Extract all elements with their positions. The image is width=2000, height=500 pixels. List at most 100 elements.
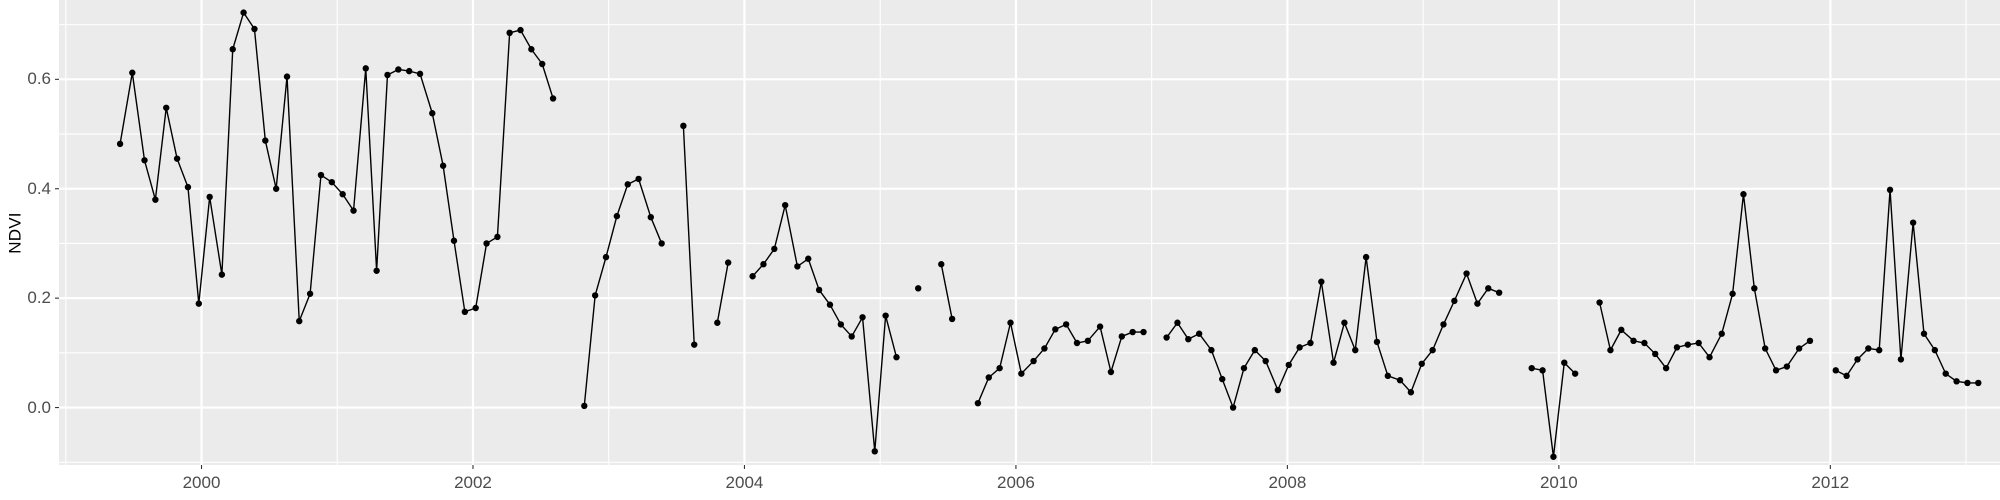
data-point [450,237,458,244]
data-point [1163,334,1170,341]
data-point [1783,363,1791,370]
data-point [262,137,269,144]
data-point [1652,350,1659,358]
data-point [439,162,447,169]
series-segment [749,201,900,455]
data-point [1673,344,1681,351]
data-point [1373,338,1381,346]
data-point [724,259,732,266]
data-point [1307,339,1314,347]
data-point [1740,191,1747,198]
data-point [229,46,236,53]
data-point [760,261,767,268]
data-point [1129,328,1136,336]
series-segment [1832,186,1982,387]
data-point [1285,361,1292,369]
series-line [716,261,729,324]
series-segment [116,9,557,325]
data-point [1618,326,1625,334]
data-point [871,448,878,455]
data-point [416,70,424,78]
data-point [116,140,124,148]
data-point [948,315,956,323]
x-axis-tick-label: 2008 [1268,473,1307,492]
gridlines [59,0,2000,465]
data-point [1975,379,1982,387]
data-point [1030,357,1037,365]
data-point [1550,453,1557,460]
data-point [602,253,610,261]
data-point [1718,330,1725,337]
series-segment [915,285,922,292]
data-point [1418,360,1425,367]
data-point [362,65,369,72]
data-point [195,300,203,307]
data-point [1084,337,1092,345]
data-point [384,71,391,79]
data-point [771,245,778,253]
x-axis-tick-label: 2002 [454,473,492,492]
data-point [1630,337,1637,345]
y-axis-tick-label: 0.0 [27,397,51,417]
data-point [938,261,945,268]
series-segment [581,175,665,410]
data-point [240,9,247,16]
data-point [1684,341,1692,348]
data-point [1876,346,1883,354]
data-point [472,304,479,312]
data-point [1695,339,1702,347]
data-point [1041,345,1048,352]
data-point [1318,278,1325,285]
data-point [1942,370,1949,377]
data-point [1007,319,1014,326]
data-point [1251,346,1259,354]
data-point [206,193,213,201]
data-point [915,285,922,292]
data-point [1330,359,1337,366]
data-point [483,240,490,247]
data-point [1440,321,1447,328]
data-point [826,301,834,308]
data-point [859,314,866,321]
data-point [328,178,336,186]
data-point [494,233,501,241]
data-point [296,317,303,325]
data-point [141,157,148,164]
data-point [1140,328,1147,336]
data-point [395,66,402,73]
data-point [1407,389,1415,396]
data-point [647,213,654,221]
data-point [317,171,325,179]
data-point [1174,319,1181,326]
data-point [691,341,698,348]
data-point [805,255,812,262]
data-point [1296,344,1303,351]
data-point [624,181,631,188]
plot-panel-background [59,0,2000,465]
data-point [272,185,280,192]
data-point [1886,186,1894,194]
data-point [635,175,642,183]
data-point [251,25,258,33]
data-point [1463,270,1470,277]
data-point [1208,346,1215,354]
data-point [173,155,181,162]
series-line [583,178,663,407]
data-point [1195,330,1203,337]
data-point [1964,379,1971,387]
axis-ticks [55,78,1831,469]
data-point [461,308,469,316]
data-point [528,46,535,53]
data-point [613,212,621,220]
series-segment [714,259,732,326]
x-axis-tick-label: 2000 [182,473,221,492]
data-point [1396,377,1404,384]
x-axis-tick-label: 2006 [997,473,1035,492]
data-point [1571,370,1579,377]
data-point [1495,289,1503,296]
y-axis-tick-label: 0.4 [27,178,51,198]
data-point [1854,356,1861,363]
data-point [1451,297,1458,305]
data-point [1772,367,1780,374]
